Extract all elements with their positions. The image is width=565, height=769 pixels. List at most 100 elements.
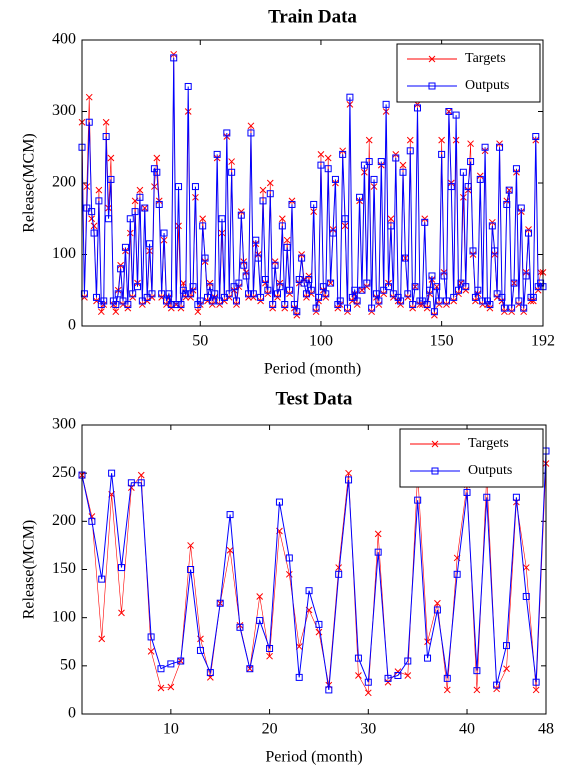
legend-marker <box>428 82 436 90</box>
marker <box>187 542 194 549</box>
marker <box>483 493 491 501</box>
marker <box>114 290 122 298</box>
marker <box>194 308 202 316</box>
marker <box>445 108 453 115</box>
marker <box>184 82 192 90</box>
y-tick-label: 0 <box>68 705 76 722</box>
marker <box>259 186 267 194</box>
marker <box>469 247 477 255</box>
marker <box>117 265 125 273</box>
marker <box>206 669 214 677</box>
y-tick-label: 300 <box>52 416 76 433</box>
marker <box>443 674 451 682</box>
marker <box>358 286 366 294</box>
marker <box>177 657 185 665</box>
marker <box>136 193 144 201</box>
marker <box>281 301 289 309</box>
marker <box>442 297 450 305</box>
panel: Train Data Period (month) Release(MCM) 0 100… <box>21 6 555 377</box>
marker <box>406 136 414 144</box>
marker <box>206 279 214 287</box>
legend-box <box>396 43 541 103</box>
marker <box>256 593 264 600</box>
marker <box>216 599 224 607</box>
marker <box>447 183 455 191</box>
marker <box>416 301 424 308</box>
marker <box>315 293 323 301</box>
marker <box>430 308 438 316</box>
marker <box>305 587 313 595</box>
marker <box>118 609 125 617</box>
marker <box>372 290 380 298</box>
marker <box>288 197 296 205</box>
y-axis-label: Release(MCM) <box>21 133 38 233</box>
marker <box>108 469 116 477</box>
marker <box>155 200 163 208</box>
marker <box>290 301 298 309</box>
marker <box>324 154 332 162</box>
marker <box>345 469 352 477</box>
marker <box>266 652 273 660</box>
marker <box>418 297 426 305</box>
marker <box>353 297 361 305</box>
marker <box>459 168 467 176</box>
marker <box>404 290 412 298</box>
marker <box>187 566 195 573</box>
marker <box>136 186 144 194</box>
x-axis-label: Period (month) <box>265 749 362 766</box>
marker <box>141 204 149 212</box>
marker <box>112 308 120 316</box>
marker <box>440 272 448 280</box>
marker <box>102 133 110 141</box>
marker <box>322 294 330 301</box>
marker <box>88 208 96 216</box>
marker <box>435 297 443 305</box>
marker <box>242 272 250 280</box>
marker <box>450 297 458 305</box>
marker <box>498 293 506 301</box>
marker <box>153 154 161 162</box>
marker <box>457 279 465 287</box>
marker <box>406 147 414 155</box>
marker <box>374 548 382 556</box>
marker <box>399 161 407 169</box>
y-tick-label: 300 <box>52 102 76 119</box>
marker <box>143 293 151 301</box>
marker <box>305 276 313 284</box>
marker <box>384 674 392 682</box>
marker <box>423 301 431 309</box>
marker <box>452 111 460 119</box>
marker <box>100 297 108 305</box>
marker <box>121 243 129 251</box>
marker <box>257 297 264 305</box>
marker <box>98 635 106 643</box>
marker <box>85 118 93 126</box>
y-axis-label: Release(MCM) <box>21 520 38 620</box>
y-tick-label: 100 <box>52 608 76 625</box>
marker <box>532 133 540 141</box>
marker <box>382 100 390 108</box>
marker <box>476 172 484 180</box>
marker <box>411 283 419 291</box>
y-tick-label: 0 <box>68 317 76 334</box>
y-tick-label: 200 <box>52 174 76 191</box>
marker <box>90 222 98 230</box>
y-tick-label: 200 <box>52 512 76 529</box>
marker <box>493 685 500 693</box>
marker <box>473 686 481 694</box>
marker <box>138 297 146 305</box>
marker <box>529 293 537 301</box>
marker <box>283 236 291 244</box>
marker <box>503 665 510 673</box>
marker <box>107 154 115 162</box>
marker <box>344 308 351 316</box>
marker <box>331 175 339 183</box>
marker <box>232 297 240 305</box>
marker <box>134 283 142 291</box>
marker <box>335 564 343 571</box>
marker <box>510 279 518 287</box>
marker <box>315 628 323 636</box>
marker <box>409 301 417 309</box>
marker <box>189 283 197 291</box>
marker <box>498 297 506 305</box>
